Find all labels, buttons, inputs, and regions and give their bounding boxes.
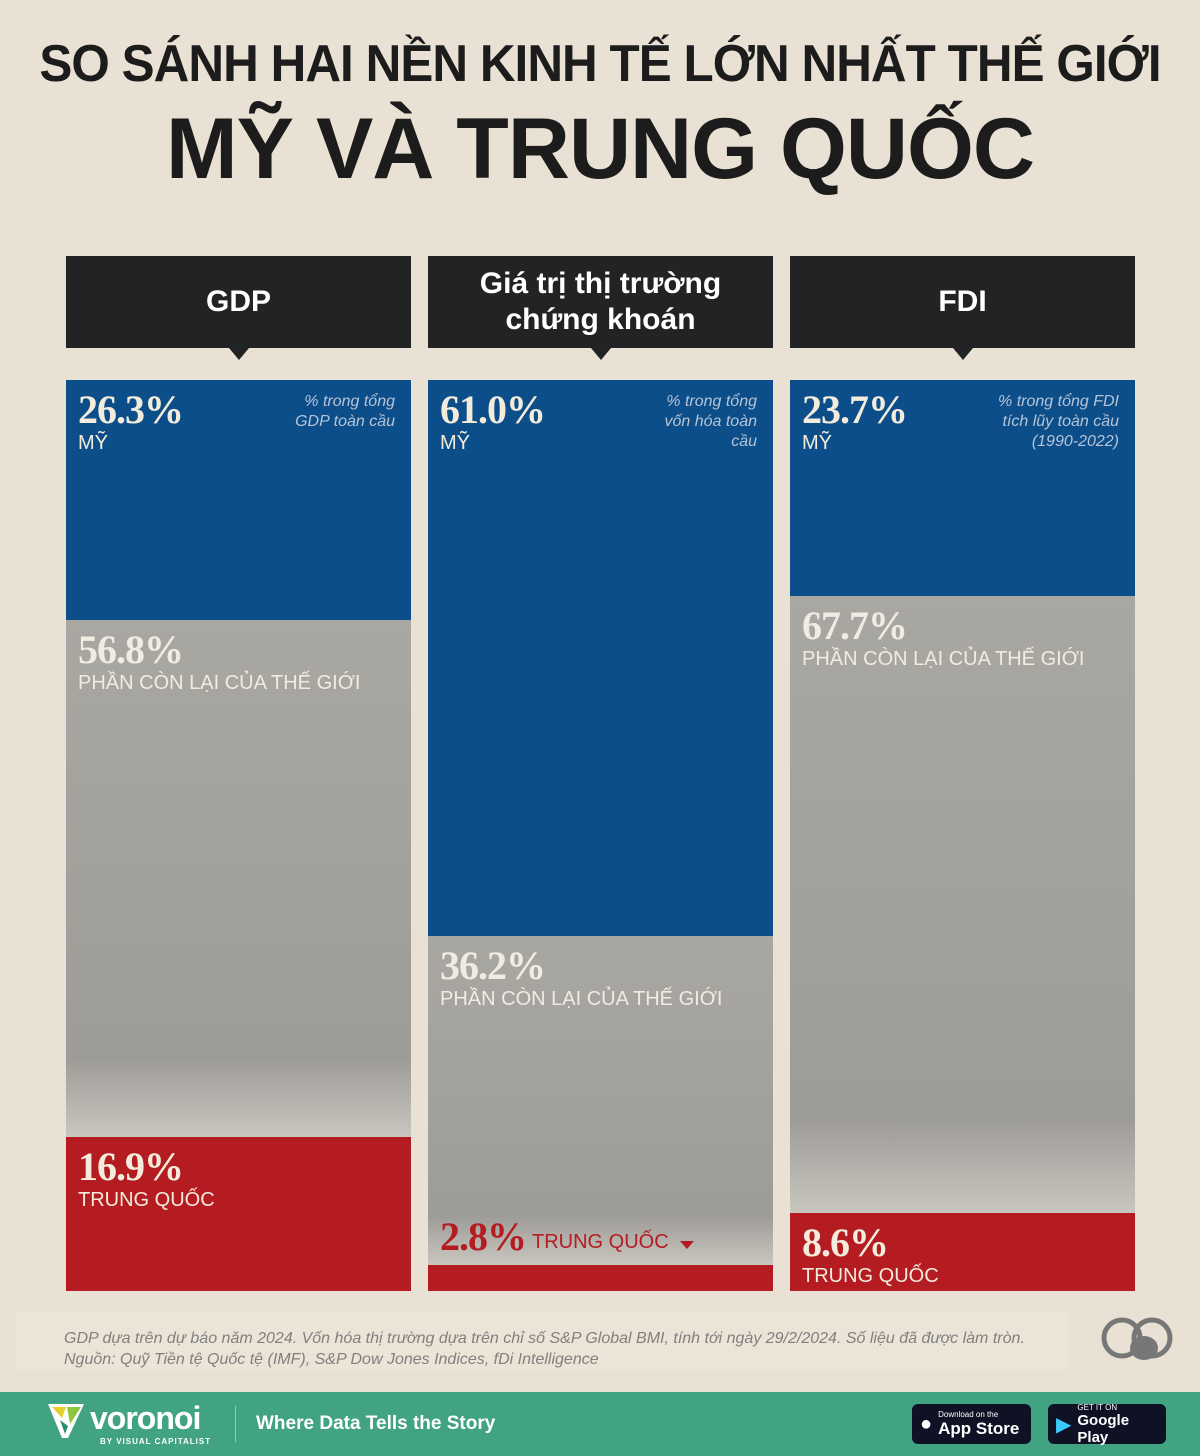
category-label: MỸ xyxy=(802,432,832,454)
brand-bar: voronoi BY VISUAL CAPITALIST Where Data … xyxy=(0,1392,1200,1456)
footnote-source: Nguồn: Quỹ Tiền tệ Quốc tệ (IMF), S&P Do… xyxy=(64,1351,599,1368)
footnote-note: GDP dựa trên dự báo năm 2024. Vốn hóa th… xyxy=(64,1330,1025,1347)
category-label: MỸ xyxy=(78,432,108,454)
segment-china: 8.6% TRUNG QUỐC xyxy=(790,1212,1135,1291)
brand-name[interactable]: voronoi xyxy=(90,1400,201,1436)
segment-china: 2.8% TRUNG QUỐC xyxy=(428,1214,773,1291)
stacked-bar: 23.7% MỸ % trong tổng FDI tích lũy toàn cầ… xyxy=(790,380,1135,1291)
chart-column: Giá trị thị trường chứng khoán 61.0% MỸ % t… xyxy=(428,256,773,1292)
category-label: TRUNG QUỐC xyxy=(802,1264,939,1287)
value-label: 36.2% xyxy=(440,942,546,988)
brand-sub: BY VISUAL CAPITALIST xyxy=(100,1437,212,1446)
arrow-down-icon xyxy=(680,1241,694,1250)
divider xyxy=(235,1406,236,1442)
stacked-bar: 26.3% MỸ % trong tổng GDP toàn cầu 56.8% PHẦ… xyxy=(66,380,411,1291)
stacked-bar: 61.0% MỸ % trong tổng vốn hóa toàn cầu 36.2… xyxy=(428,380,773,1291)
value-label: 23.7% xyxy=(802,387,908,432)
column-header: GDP xyxy=(66,256,411,360)
category-label: TRUNG QUỐC xyxy=(78,1189,215,1212)
column-title: FDI xyxy=(938,285,987,318)
play-icon: ▶ xyxy=(1056,1413,1072,1436)
segment-rest-of-world: 67.7% PHẦN CÒN LẠI CỦA THẾ GIỚI xyxy=(790,595,1135,1213)
category-label: PHẦN CÒN LẠI CỦA THẾ GIỚI xyxy=(802,647,1085,670)
segment-china: 16.9% TRUNG QUỐC xyxy=(66,1137,411,1291)
google-play-button[interactable]: ▶ GET IT ON Google Play xyxy=(1048,1403,1166,1446)
mascot-icon xyxy=(1100,1314,1174,1366)
value-label: 8.6% xyxy=(802,1219,889,1265)
segment-rest-of-world: 56.8% PHẦN CÒN LẠI CỦA THẾ GIỚI xyxy=(66,619,411,1138)
value-label: 16.9% xyxy=(78,1144,184,1190)
value-label: 56.8% xyxy=(78,626,184,672)
apple-icon: ● xyxy=(920,1412,933,1435)
category-label: TRUNG QUỐC xyxy=(532,1231,669,1254)
value-label: 61.0% xyxy=(440,387,546,432)
chart-column: GDP 26.3% MỸ % trong tổng GDP toàn cầu 56.8%… xyxy=(66,256,411,1292)
value-label: 2.8% xyxy=(440,1214,527,1260)
measure-note: % trong tổng GDP toàn cầu xyxy=(295,393,395,430)
column-title: GDP xyxy=(205,285,271,318)
value-label: 67.7% xyxy=(802,602,908,648)
measure-note: % trong tổng FDI tích lũy toàn cầu (1990… xyxy=(998,393,1119,450)
tagline: Where Data Tells the Story xyxy=(256,1413,496,1434)
column-header: FDI xyxy=(790,256,1135,360)
measure-note: % trong tổng vốn hóa toàn cầu xyxy=(664,393,757,450)
chart-column: FDI 23.7% MỸ % trong tổng FDI tích lũy toàn… xyxy=(790,256,1135,1292)
category-label: MỸ xyxy=(440,432,470,454)
title-line-2: MỸ VÀ TRUNG QUỐC xyxy=(166,101,1035,197)
column-header: Giá trị thị trường chứng khoán xyxy=(428,256,773,360)
title-line-1: SO SÁNH HAI NỀN KINH TẾ LỚN NHẤT THẾ GIỚ… xyxy=(39,35,1161,93)
column-title: Giá trị thị trường chứng khoán xyxy=(479,267,722,336)
segment-us: 26.3% MỸ % trong tổng GDP toàn cầu xyxy=(66,380,411,620)
segment-us: 61.0% MỸ % trong tổng vốn hóa toàn cầu xyxy=(428,380,773,936)
segment-us: 23.7% MỸ % trong tổng FDI tích lũy toàn cầ… xyxy=(790,380,1135,596)
category-label: PHẦN CÒN LẠI CỦA THẾ GIỚI xyxy=(78,671,361,694)
voronoi-logo-icon xyxy=(48,1404,84,1438)
value-label: 26.3% xyxy=(78,387,184,432)
category-label: PHẦN CÒN LẠI CỦA THẾ GIỚI xyxy=(440,987,723,1010)
footnote: GDP dựa trên dự báo năm 2024. Vốn hóa th… xyxy=(16,1312,1068,1370)
segment-rest-of-world: 36.2% PHẦN CÒN LẠI CỦA THẾ GIỚI xyxy=(428,935,773,1266)
app-store-button[interactable]: ● Download on the App Store xyxy=(912,1404,1031,1444)
